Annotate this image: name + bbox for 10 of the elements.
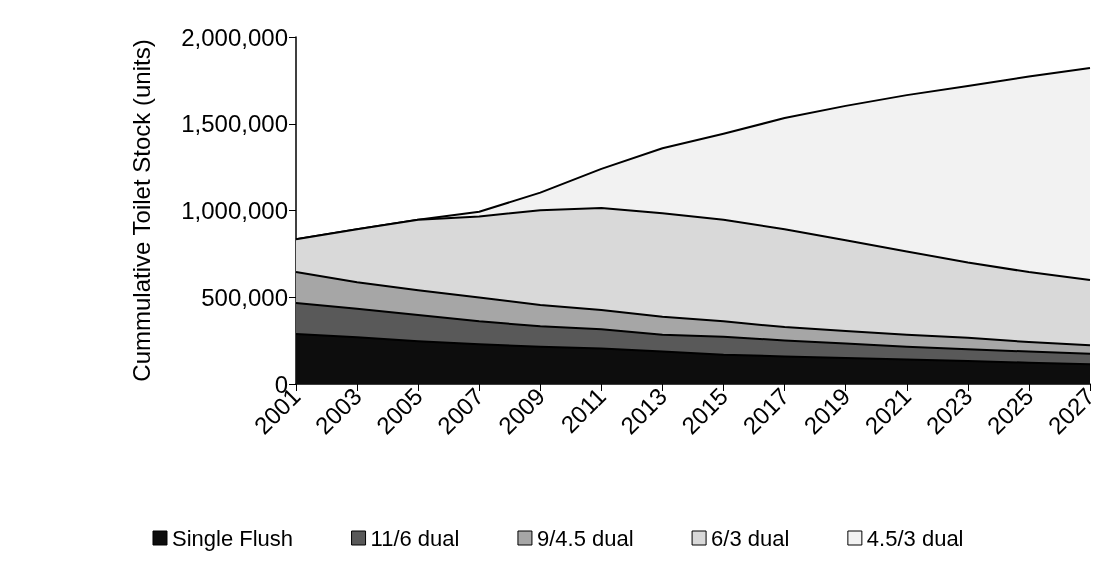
legend-label: Single Flush [171,525,294,551]
y-tick-label: 2,000,000 [181,23,288,51]
y-tick-label: 500,000 [201,283,288,311]
legend-label: 9/4.5 dual [536,525,634,551]
legend-label: 11/6 dual [370,525,460,551]
y-axis-title: Cummulative Toilet Stock (units) [127,39,155,382]
y-tick-label: 1,500,000 [181,110,288,138]
y-tick-label: 1,000,000 [181,197,288,224]
legend-label: 6/3 dual [711,525,790,551]
legend-label: 4.5/3 dual [866,525,964,551]
